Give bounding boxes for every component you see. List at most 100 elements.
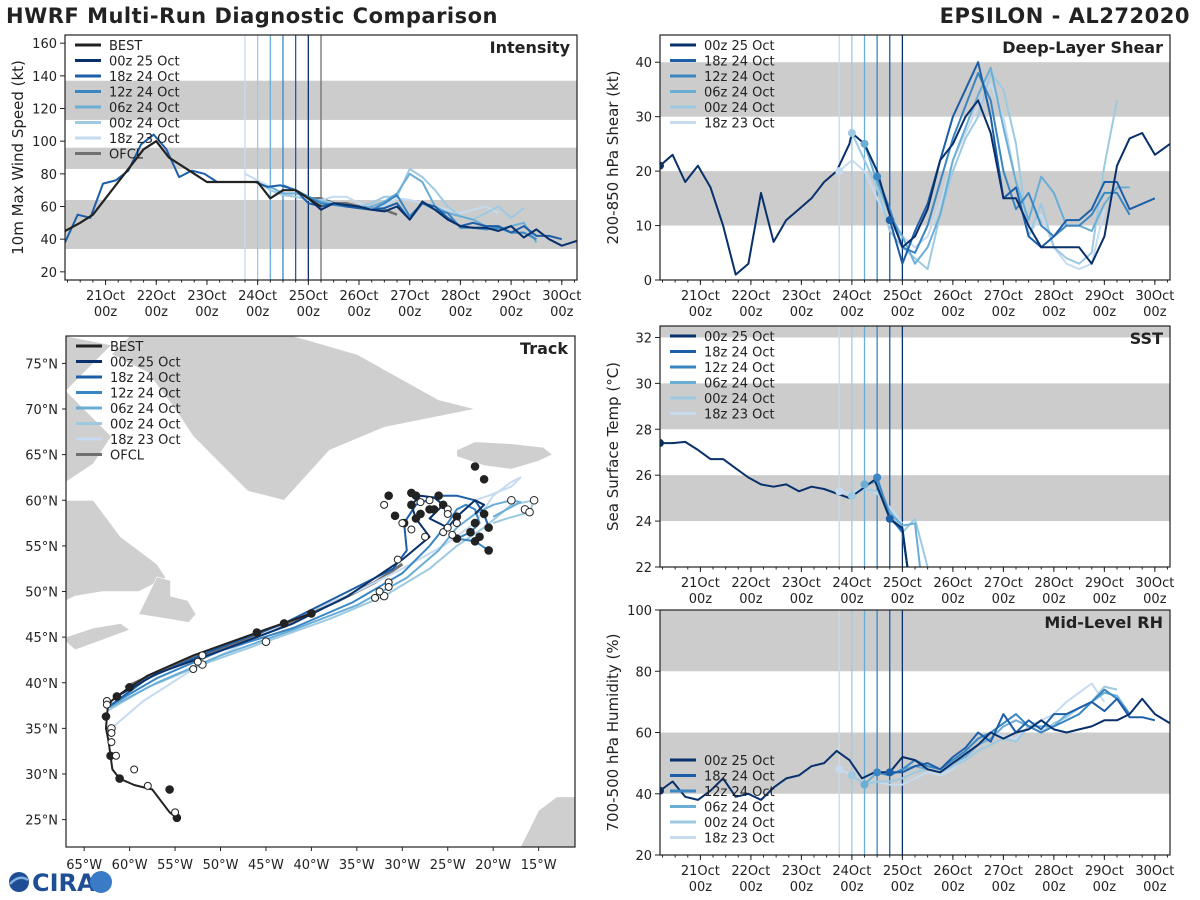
legend-label: 00z 25 Oct bbox=[704, 39, 775, 54]
init-point bbox=[885, 514, 894, 523]
y-tick-label: 25°N bbox=[25, 814, 58, 829]
x-tick-label: 00z bbox=[790, 305, 814, 320]
x-tick-label: 00z bbox=[1042, 305, 1066, 320]
legend-label: 00z 24 Oct bbox=[110, 418, 181, 433]
legend-label: 12z 24 Oct bbox=[109, 86, 180, 101]
x-tick-label: 20°W bbox=[475, 858, 511, 873]
series-line-18z-24-oct bbox=[889, 697, 1156, 774]
legend-label: 12z 24 Oct bbox=[704, 361, 775, 376]
x-tick-label: 26Oct bbox=[933, 576, 972, 591]
track-position-dot bbox=[475, 532, 484, 542]
y-tick-label: 75°N bbox=[25, 357, 58, 372]
x-tick-label: 00z bbox=[689, 592, 713, 607]
land-mass bbox=[138, 576, 197, 623]
x-tick-label: 45°W bbox=[248, 858, 284, 873]
track-position-dot bbox=[375, 587, 384, 596]
legend-label: 18z 24 Oct bbox=[110, 371, 181, 386]
track-position-dot bbox=[443, 523, 452, 532]
y-tick-label: 160 bbox=[32, 37, 57, 52]
legend-label: 12z 24 Oct bbox=[704, 785, 775, 800]
legend-label: BEST bbox=[109, 39, 142, 54]
x-tick-label: 00z bbox=[246, 305, 270, 320]
track-position-dot bbox=[279, 619, 289, 628]
legend-label: 18z 23 Oct bbox=[704, 832, 775, 847]
track-position-dot bbox=[115, 774, 124, 783]
panel-shear: 21Oct00z22Oct00z23Oct00z24Oct00z25Oct00z… bbox=[604, 34, 1174, 320]
track-position-dot bbox=[484, 523, 493, 532]
track-position-dot bbox=[252, 628, 262, 637]
x-tick-label: 00z bbox=[689, 880, 713, 895]
track-position-dot bbox=[102, 700, 111, 709]
init-point bbox=[860, 480, 869, 489]
legend-label: 06z 24 Oct bbox=[704, 86, 775, 101]
x-tick-label: 00z bbox=[1143, 592, 1167, 607]
x-tick-label: 23Oct bbox=[782, 289, 821, 304]
plot-area-intensity bbox=[65, 35, 577, 280]
band bbox=[660, 171, 1170, 226]
x-tick-label: 50°W bbox=[203, 858, 239, 873]
x-tick-label: 00z bbox=[1093, 592, 1117, 607]
legend-label: 06z 24 Oct bbox=[704, 801, 775, 816]
x-tick-label: 23Oct bbox=[782, 576, 821, 591]
x-tick-label: 25Oct bbox=[883, 576, 922, 591]
x-tick-label: 27Oct bbox=[984, 289, 1023, 304]
x-tick-label: 00z bbox=[941, 305, 965, 320]
x-tick-label: 24Oct bbox=[238, 289, 277, 304]
init-point bbox=[847, 771, 856, 780]
track-position-dot bbox=[165, 785, 174, 794]
series-line-00z-25-oct bbox=[660, 99, 1170, 276]
x-tick-label: 00z bbox=[840, 592, 864, 607]
track-position-dot bbox=[371, 593, 380, 602]
x-tick-label: 26Oct bbox=[933, 289, 972, 304]
storm-id-title: EPSILON - AL272020 bbox=[939, 4, 1190, 28]
y-tick-label: 80 bbox=[635, 665, 652, 680]
track-position-dot bbox=[479, 474, 489, 484]
legend-label: 06z 24 Oct bbox=[110, 402, 181, 417]
y-tick-label: 20 bbox=[635, 165, 652, 180]
track-position-dot bbox=[407, 488, 416, 498]
track-position-dot bbox=[470, 518, 480, 528]
legend-label: 00z 25 Oct bbox=[109, 55, 180, 70]
track-position-dot bbox=[101, 712, 111, 721]
y-tick-label: 60°N bbox=[25, 494, 58, 509]
x-tick-label: 00z bbox=[550, 305, 574, 320]
y-tick-label: 30 bbox=[635, 377, 652, 392]
track-position-dot bbox=[507, 495, 516, 505]
y-tick-label: 22 bbox=[635, 561, 652, 576]
init-point bbox=[873, 172, 882, 181]
x-tick-label: 22Oct bbox=[731, 289, 770, 304]
x-tick-label: 35°W bbox=[339, 858, 375, 873]
track-position-dot bbox=[434, 491, 443, 500]
y-tick-label: 20 bbox=[635, 849, 652, 864]
x-tick-label: 28Oct bbox=[1034, 864, 1073, 879]
y-tick-label: 26 bbox=[635, 469, 652, 484]
x-tick-label: 00z bbox=[398, 305, 422, 320]
panel-title: Track bbox=[520, 339, 568, 358]
init-point bbox=[873, 473, 882, 482]
legend-label: 00z 24 Oct bbox=[704, 392, 775, 407]
x-tick-label: 00z bbox=[347, 305, 371, 320]
track-position-dot bbox=[130, 765, 139, 774]
x-tick-label: 30Oct bbox=[542, 289, 581, 304]
panel-title: Intensity bbox=[490, 38, 571, 57]
x-tick-label: 00z bbox=[941, 592, 965, 607]
x-tick-label: 28Oct bbox=[1034, 289, 1073, 304]
band bbox=[660, 326, 1170, 338]
legend-label: 06z 24 Oct bbox=[704, 377, 775, 392]
series-line-12z-24-oct bbox=[282, 184, 537, 241]
track-position-dot bbox=[525, 507, 534, 517]
legend-label: 00z 24 Oct bbox=[704, 101, 775, 116]
series-line-18z-24-oct bbox=[107, 494, 490, 709]
y-tick-label: 24 bbox=[635, 515, 652, 530]
init-point bbox=[660, 786, 664, 795]
x-tick-label: 00z bbox=[891, 880, 915, 895]
legend-label: 18z 23 Oct bbox=[110, 433, 181, 448]
track-position-dot bbox=[107, 728, 116, 737]
y-tick-label: 140 bbox=[32, 70, 57, 85]
series-line-12z-24-oct bbox=[110, 503, 490, 706]
legend-label: OFCL bbox=[110, 449, 145, 464]
land-mass bbox=[66, 500, 167, 601]
land-mass bbox=[520, 796, 575, 847]
track-position-dot bbox=[189, 665, 198, 674]
